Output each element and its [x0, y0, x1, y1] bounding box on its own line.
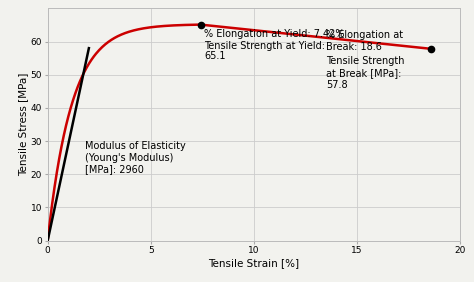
Text: Tensile Strength
at Break [MPa]:
57.8: Tensile Strength at Break [MPa]: 57.8: [326, 56, 404, 90]
Text: Modulus of Elasticity
(Young's Modulus)
[MPa]: 2960: Modulus of Elasticity (Young's Modulus) …: [85, 141, 185, 174]
Text: % Elongation at Yield: 7.42%: % Elongation at Yield: 7.42%: [204, 29, 345, 39]
X-axis label: Tensile Strain [%]: Tensile Strain [%]: [208, 258, 300, 268]
Text: 65.1: 65.1: [204, 52, 226, 61]
Text: % Elongation at
Break: 18.6: % Elongation at Break: 18.6: [326, 30, 403, 52]
Y-axis label: Tensile Stress [MPa]: Tensile Stress [MPa]: [18, 73, 28, 176]
Text: Tensile Strength at Yield:: Tensile Strength at Yield:: [204, 41, 325, 51]
